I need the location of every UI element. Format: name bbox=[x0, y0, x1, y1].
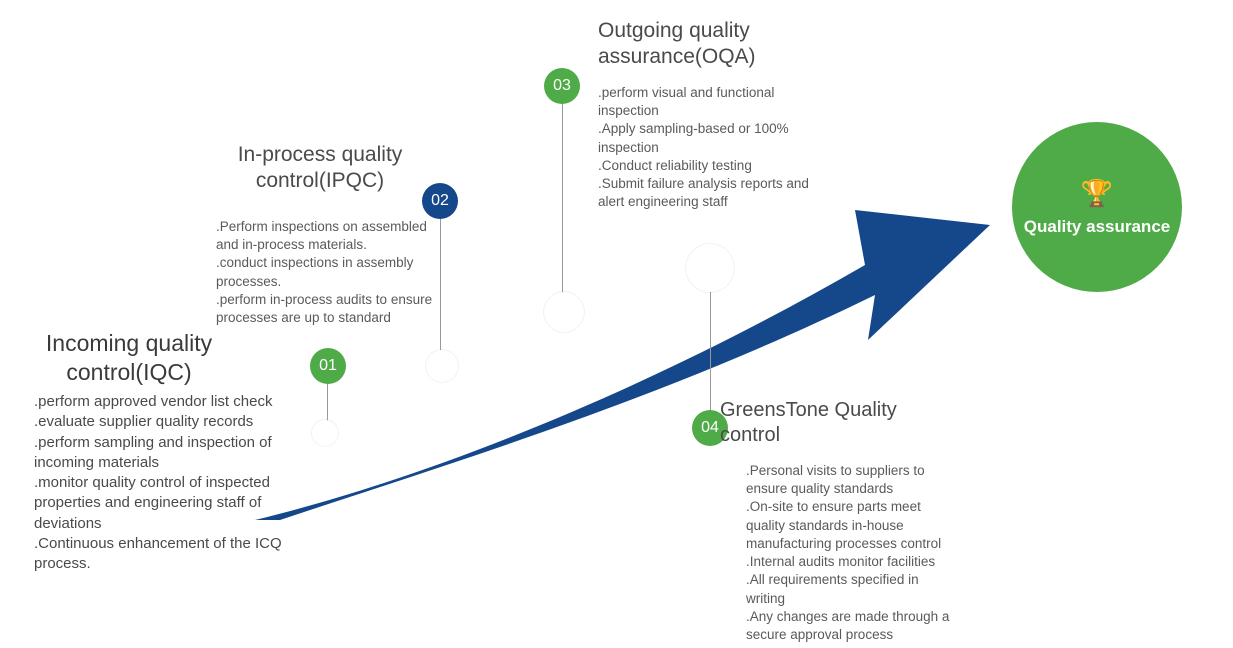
stage-title-iqc: Incoming quality control(IQC) bbox=[34, 329, 224, 387]
stage-body-line: .Internal audits monitor facilities bbox=[746, 553, 961, 571]
stage-body-line: .Personal visits to suppliers to ensure … bbox=[746, 462, 961, 498]
stage-body-line: .Continuous enhancement of the ICQ proce… bbox=[34, 534, 284, 575]
connector-ipqc bbox=[440, 215, 441, 352]
stage-body-line: .Conduct reliability testing bbox=[598, 157, 813, 175]
stage-body-line: .conduct inspections in assembly process… bbox=[216, 254, 436, 290]
stage-body-line: .Perform inspections on assembled and in… bbox=[216, 218, 436, 254]
stage-title-ipqc: In-process quality control(IPQC) bbox=[210, 142, 430, 195]
stage-body-line: .Any changes are made through a secure a… bbox=[746, 608, 961, 644]
stage-body-iqc: .perform approved vendor list check.eval… bbox=[34, 392, 284, 574]
connector-oqa bbox=[562, 100, 563, 295]
stage-body-ipqc: .Perform inspections on assembled and in… bbox=[216, 218, 436, 327]
stage-title-gqc: GreensTone Quality control bbox=[720, 398, 920, 448]
trophy-icon: 🏆 bbox=[1081, 178, 1113, 209]
stage-body-line: .Submit failure analysis reports and ale… bbox=[598, 175, 813, 211]
arrow-dot-oqa bbox=[544, 292, 584, 332]
goal-label: Quality assurance bbox=[1024, 217, 1170, 237]
stage-body-line: .All requirements specified in writing bbox=[746, 571, 961, 607]
stage-badge-label-oqa: 03 bbox=[553, 77, 571, 95]
arrow-dot-iqc bbox=[312, 420, 338, 446]
stage-badge-label-ipqc: 02 bbox=[431, 192, 449, 210]
goal-circle: 🏆 Quality assurance bbox=[1012, 122, 1182, 292]
stage-body-line: .perform in-process audits to ensure pro… bbox=[216, 291, 436, 327]
stage-body-line: .On-site to ensure parts meet quality st… bbox=[746, 498, 961, 553]
stage-body-gqc: .Personal visits to suppliers to ensure … bbox=[746, 462, 961, 644]
stage-title-oqa: Outgoing quality assurance(OQA) bbox=[598, 18, 798, 71]
arrow-dot-ipqc bbox=[426, 350, 458, 382]
stage-badge-oqa: 03 bbox=[544, 68, 580, 104]
stage-body-line: .perform approved vendor list check bbox=[34, 392, 284, 412]
stage-badge-iqc: 01 bbox=[310, 348, 346, 384]
stage-body-line: .Apply sampling-based or 100% inspection bbox=[598, 120, 813, 156]
arrow-dot-gqc bbox=[686, 244, 734, 292]
stage-body-line: .perform sampling and inspection of inco… bbox=[34, 433, 284, 474]
connector-iqc bbox=[327, 380, 328, 425]
stage-body-line: .evaluate supplier quality records bbox=[34, 412, 284, 432]
stage-badge-label-gqc: 04 bbox=[701, 419, 719, 437]
connector-gqc bbox=[710, 288, 711, 412]
stage-body-line: .perform visual and functional inspectio… bbox=[598, 84, 813, 120]
stage-body-line: .monitor quality control of inspected pr… bbox=[34, 473, 284, 534]
stage-badge-label-iqc: 01 bbox=[319, 357, 337, 375]
stage-body-oqa: .perform visual and functional inspectio… bbox=[598, 84, 813, 212]
